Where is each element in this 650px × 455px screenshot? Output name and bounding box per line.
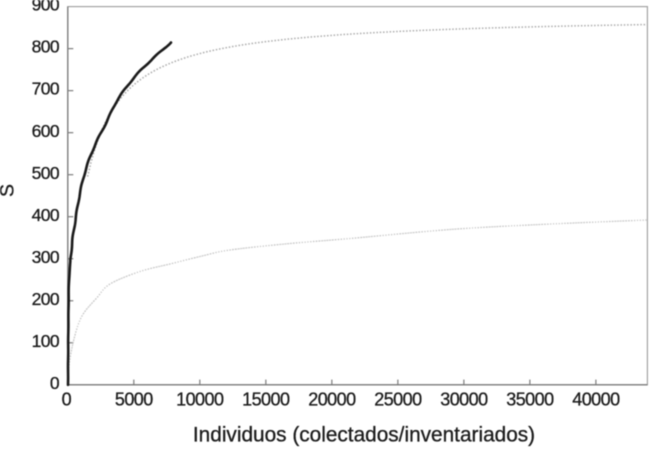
svg-text:40000: 40000 (572, 390, 620, 410)
svg-text:800: 800 (32, 37, 60, 57)
svg-text:35000: 35000 (506, 390, 554, 410)
svg-text:20000: 20000 (308, 390, 356, 410)
svg-text:10000: 10000 (176, 390, 224, 410)
svg-text:500: 500 (32, 163, 60, 183)
svg-text:30000: 30000 (440, 390, 488, 410)
svg-text:100: 100 (32, 331, 60, 351)
svg-text:Individuos (colectados/inventa: Individuos (colectados/inventariados) (193, 424, 535, 447)
svg-text:700: 700 (32, 79, 60, 99)
svg-text:25000: 25000 (374, 390, 422, 410)
svg-text:0: 0 (62, 390, 72, 410)
svg-text:15000: 15000 (242, 390, 290, 410)
svg-text:300: 300 (32, 247, 60, 267)
svg-text:200: 200 (32, 289, 60, 309)
svg-text:400: 400 (32, 205, 60, 225)
svg-text:5000: 5000 (115, 390, 153, 410)
svg-text:S: S (0, 184, 19, 197)
svg-text:900: 900 (32, 0, 60, 15)
svg-text:600: 600 (32, 121, 60, 141)
svg-text:0: 0 (50, 373, 60, 393)
